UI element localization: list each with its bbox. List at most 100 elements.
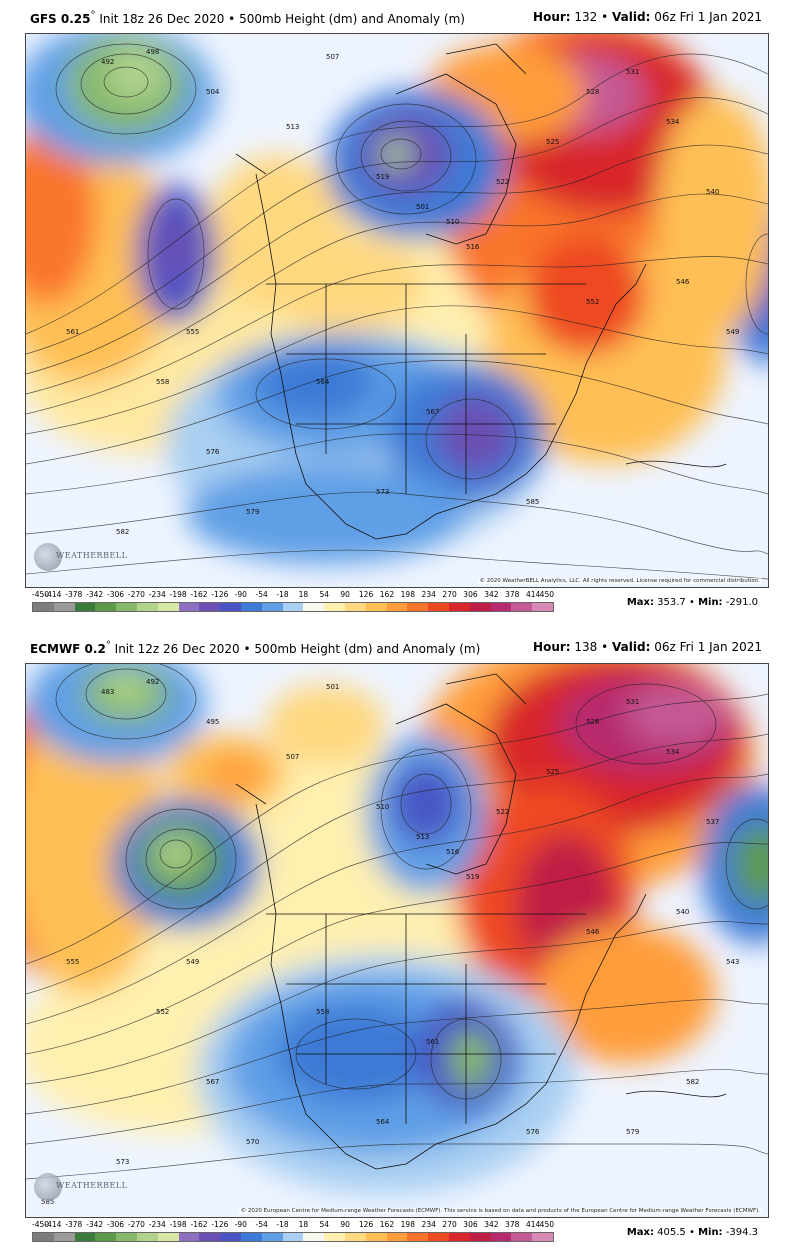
colorbar-swatch [448,1233,470,1241]
colorbar-swatch [157,1233,179,1241]
colorbar-tick-label: -126 [211,590,229,599]
colorbar-tick-label: -342 [86,1220,104,1229]
colorbar-swatch [344,1233,366,1241]
ecmwf-map[interactable]: 483 492 495 501 507 510 513 516 519 522 525 528 531 5… [25,663,769,1218]
colorbar-tick-label: 414 [525,1220,541,1229]
contour-label: 540 [706,188,719,196]
colorbar-swatch [386,1233,408,1241]
colorbar-swatch [116,1233,137,1241]
gfs-min-label: Min: [698,597,723,608]
colorbar-tick-label: 378 [505,590,520,599]
colorbar-tick-label: 162 [379,1220,395,1229]
colorbar-swatch [428,603,449,611]
colorbar-tick-label: -378 [65,1220,83,1229]
contour-label: 498 [146,48,159,56]
colorbar-swatch [220,603,241,611]
contour-label: 582 [686,1078,699,1086]
colorbar-swatch [365,1233,387,1241]
gfs-hour: 132 [574,10,598,24]
colorbar-tick-label: 90 [340,1220,350,1229]
colorbar-tick-label: -270 [127,1220,145,1229]
colorbar-tick-label: -18 [276,1220,289,1229]
gfs-header: GFS 0.25° Init 18z 26 Dec 2020 • 500mb H… [30,10,762,26]
contour-label: 552 [156,1008,169,1016]
contour-label: 525 [546,138,559,146]
colorbar-tick-label: 378 [505,1220,520,1229]
contour-label: 561 [66,328,79,336]
contour-label: 501 [326,683,339,691]
colorbar-swatch [199,1233,221,1241]
colorbar-tick-label: -90 [234,590,247,599]
gfs-map[interactable]: 492 498 504 507 513 519 501 510 516 522 525 528 531 5… [25,33,769,588]
colorbar-tick-label: 450 [539,1220,554,1229]
contour-label: 585 [526,498,539,506]
contour-label: 525 [546,768,559,776]
contour-label: 534 [666,118,680,126]
ecmwf-panel: ECMWF 0.2° Init 12z 26 Dec 2020 • 500mb … [0,630,792,1250]
ecmwf-max-min: Max: 405.5 • Min: -394.3 [626,1227,758,1238]
contour-label: 549 [186,958,199,966]
gfs-min-value: -291.0 [725,597,758,608]
colorbar-tick-label: -126 [211,1220,229,1229]
colorbar-swatch [240,603,262,611]
contour-label: 567 [426,408,439,416]
contour-label: 555 [186,328,199,336]
colorbar-swatch [116,603,137,611]
gfs-map-graphic: 492 498 504 507 513 519 501 510 516 522 525 528 531 5… [26,34,768,587]
colorbar-swatch [448,603,470,611]
colorbar-tick-label: -18 [276,590,289,599]
colorbar-tick-label: -414 [44,590,62,599]
colorbar-tick-label: 126 [358,1220,374,1229]
gfs-colorbar: -450 -414 -378 -342 -306 -270 -234 -198 -162 -126… [32,590,554,614]
colorbar-swatch [324,1233,345,1241]
colorbar-tick-label: -198 [169,1220,187,1229]
colorbar-swatch [344,603,366,611]
ecmwf-max-label: Max: [626,1227,654,1238]
colorbar-tick-label: 126 [358,590,374,599]
colorbar-swatch [532,1233,553,1241]
colorbar-tick-label: 342 [484,590,499,599]
colorbar-swatch [511,1233,533,1241]
colorbar-tick-label: 18 [298,1220,309,1229]
contour-label: 549 [726,328,739,336]
ecmwf-weatherbell-logo: WEATHERBELL [34,1169,127,1205]
logo-swirl-icon [34,543,62,571]
gfs-logo-text: WEATHERBELL [56,551,128,560]
ecmwf-max-value: 405.5 [657,1227,686,1238]
contour-label: 522 [496,808,509,816]
colorbar-tick-label: 198 [400,1220,415,1229]
colorbar-tick-label: 306 [463,1220,478,1229]
ecmwf-model-name: ECMWF 0.2 [30,642,106,656]
colorbar-tick-label: -162 [190,1220,208,1229]
colorbar-swatch [303,603,325,611]
colorbar-tick-label: 342 [484,1220,499,1229]
ecmwf-colorbar-bar [32,1232,554,1242]
contour-label: 507 [286,753,299,761]
gfs-credit: © 2020 WeatherBELL Analytics, LLC. All r… [477,578,762,584]
ecmwf-valid-time: 06z Fri 1 Jan 2021 [654,640,762,654]
contour-label: 528 [586,88,599,96]
contour-label: 564 [376,1118,390,1126]
colorbar-swatch [157,603,179,611]
colorbar-swatch [365,603,387,611]
contour-label: 579 [246,508,259,516]
colorbar-tick-label: -306 [107,590,125,599]
colorbar-tick-label: 450 [539,590,554,599]
contour-label: 519 [376,173,389,181]
colorbar-swatch [95,603,117,611]
colorbar-tick-label: -234 [148,590,166,599]
ecmwf-colorbar-ticks: -450 -414 -378 -342 -306 -270 -234 -198 -162 -126… [32,1220,554,1230]
colorbar-swatch [53,603,75,611]
colorbar-swatch [469,603,491,611]
colorbar-swatch [469,1233,491,1241]
colorbar-swatch [33,603,54,611]
colorbar-tick-label: -54 [255,590,268,599]
colorbar-swatch [33,1233,54,1241]
contour-label: 483 [101,688,114,696]
colorbar-swatch [178,603,200,611]
contour-label: 540 [676,908,689,916]
colorbar-swatch [261,1233,283,1241]
colorbar-tick-label: -450 [32,1220,50,1229]
colorbar-tick-label: -198 [169,590,187,599]
gfs-model-name: GFS 0.25 [30,12,91,26]
